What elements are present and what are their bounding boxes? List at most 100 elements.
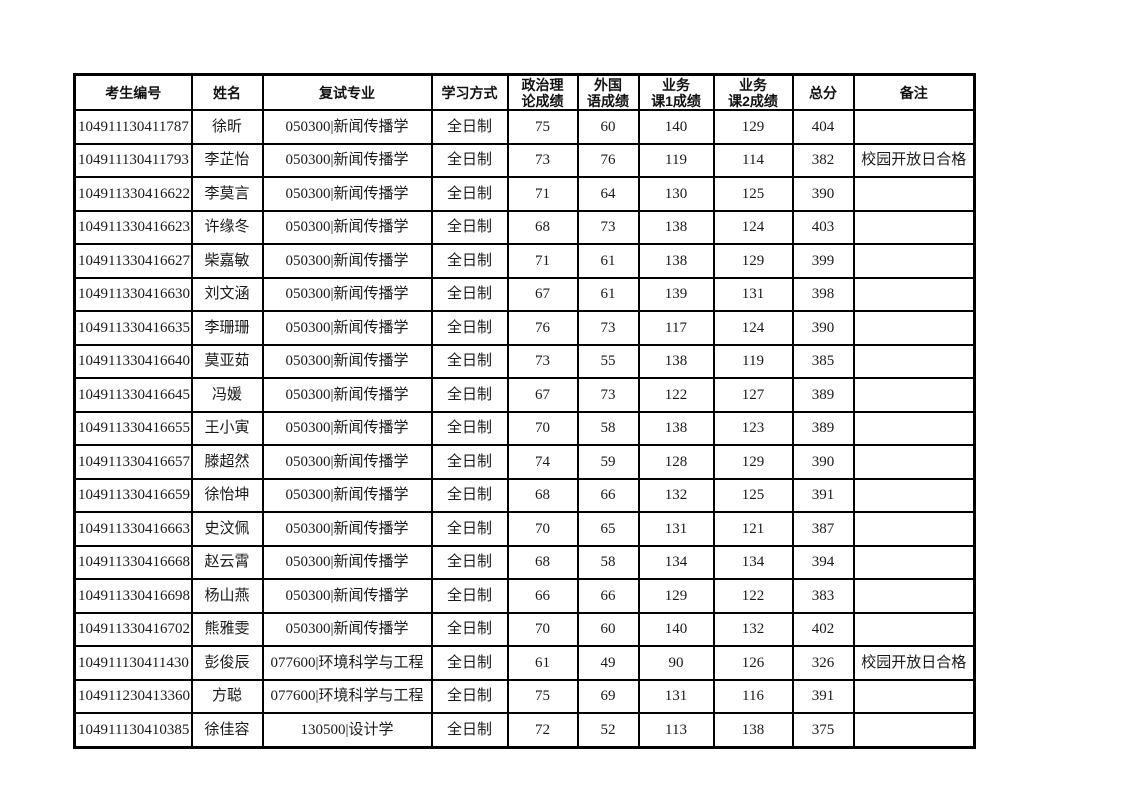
cell-course2-score: 119	[712, 343, 794, 379]
cell-foreign-lang-score: 64	[576, 176, 640, 212]
cell-course2-score: 126	[712, 645, 794, 681]
cell-remark	[852, 410, 976, 446]
cell-foreign-lang-score: 66	[576, 578, 640, 614]
cell-course2-score: 123	[712, 410, 794, 446]
cell-course1-score: 128	[637, 444, 715, 480]
cell-course2-score: 129	[712, 109, 794, 145]
cell-foreign-lang-score: 60	[576, 109, 640, 145]
cell-name: 滕超然	[190, 444, 264, 480]
table-row: 104911230413360 方聪 077600|环境科学与工程 全日制 75 69 13…	[73, 678, 976, 714]
cell-politics-score: 61	[506, 645, 579, 681]
cell-name: 李珊珊	[190, 310, 264, 346]
cell-retest-major: 050300|新闻传播学	[261, 377, 433, 413]
table-row: 104911330416659 徐怡坤 050300|新闻传播学 全日制 68 66 132…	[73, 477, 976, 513]
cell-course1-score: 140	[637, 109, 715, 145]
column-header-course1-score: 业务 课1成绩	[637, 73, 715, 111]
cell-course2-score: 131	[712, 276, 794, 312]
cell-total-score: 390	[791, 310, 855, 346]
cell-foreign-lang-score: 59	[576, 444, 640, 480]
table-row: 104911330416627 柴嘉敏 050300|新闻传播学 全日制 71 61 138…	[73, 243, 976, 279]
cell-politics-score: 68	[506, 209, 579, 245]
column-header-candidate-id: 考生编号	[73, 73, 193, 111]
cell-name: 徐怡坤	[190, 477, 264, 513]
cell-remark	[852, 444, 976, 480]
column-header-name: 姓名	[190, 73, 264, 111]
table-row: 104911330416663 史汶佩 050300|新闻传播学 全日制 70 65 131…	[73, 511, 976, 547]
cell-total-score: 375	[791, 712, 855, 748]
cell-retest-major: 050300|新闻传播学	[261, 310, 433, 346]
cell-candidate-id: 104911330416663	[73, 511, 193, 547]
cell-total-score: 391	[791, 477, 855, 513]
cell-remark: 校园开放日合格	[852, 142, 976, 178]
cell-course2-score: 114	[712, 142, 794, 178]
cell-candidate-id: 104911330416635	[73, 310, 193, 346]
cell-study-mode: 全日制	[430, 645, 509, 681]
cell-candidate-id: 104911130410385	[73, 712, 193, 748]
cell-politics-score: 71	[506, 176, 579, 212]
table-row: 104911130411430 彭俊辰 077600|环境科学与工程 全日制 61 49 9…	[73, 645, 976, 681]
cell-retest-major: 050300|新闻传播学	[261, 611, 433, 647]
cell-retest-major: 050300|新闻传播学	[261, 544, 433, 580]
cell-candidate-id: 104911130411793	[73, 142, 193, 178]
cell-total-score: 391	[791, 678, 855, 714]
cell-name: 徐昕	[190, 109, 264, 145]
cell-course1-score: 138	[637, 410, 715, 446]
cell-retest-major: 050300|新闻传播学	[261, 578, 433, 614]
cell-remark	[852, 578, 976, 614]
cell-course2-score: 129	[712, 444, 794, 480]
cell-study-mode: 全日制	[430, 410, 509, 446]
cell-remark	[852, 477, 976, 513]
cell-total-score: 402	[791, 611, 855, 647]
cell-politics-score: 74	[506, 444, 579, 480]
cell-course2-score: 121	[712, 511, 794, 547]
cell-name: 李芷怡	[190, 142, 264, 178]
cell-total-score: 389	[791, 410, 855, 446]
cell-study-mode: 全日制	[430, 578, 509, 614]
cell-foreign-lang-score: 65	[576, 511, 640, 547]
cell-study-mode: 全日制	[430, 477, 509, 513]
cell-retest-major: 050300|新闻传播学	[261, 243, 433, 279]
cell-name: 柴嘉敏	[190, 243, 264, 279]
table-row: 104911330416698 杨山燕 050300|新闻传播学 全日制 66 66 129…	[73, 578, 976, 614]
cell-course2-score: 116	[712, 678, 794, 714]
cell-retest-major: 050300|新闻传播学	[261, 410, 433, 446]
cell-total-score: 390	[791, 444, 855, 480]
cell-foreign-lang-score: 61	[576, 243, 640, 279]
cell-course1-score: 113	[637, 712, 715, 748]
cell-total-score: 326	[791, 645, 855, 681]
cell-politics-score: 70	[506, 511, 579, 547]
column-header-retest-major: 复试专业	[261, 73, 433, 111]
cell-candidate-id: 104911330416698	[73, 578, 193, 614]
table-row: 104911330416635 李珊珊 050300|新闻传播学 全日制 76 73 117…	[73, 310, 976, 346]
cell-remark	[852, 544, 976, 580]
cell-name: 史汶佩	[190, 511, 264, 547]
cell-course1-score: 119	[637, 142, 715, 178]
table-row: 104911330416668 赵云霄 050300|新闻传播学 全日制 68 58 134…	[73, 544, 976, 580]
cell-course1-score: 117	[637, 310, 715, 346]
cell-politics-score: 76	[506, 310, 579, 346]
cell-foreign-lang-score: 76	[576, 142, 640, 178]
cell-study-mode: 全日制	[430, 310, 509, 346]
cell-study-mode: 全日制	[430, 444, 509, 480]
cell-politics-score: 68	[506, 544, 579, 580]
cell-course2-score: 122	[712, 578, 794, 614]
cell-name: 许缘冬	[190, 209, 264, 245]
cell-retest-major: 050300|新闻传播学	[261, 343, 433, 379]
cell-retest-major: 130500|设计学	[261, 712, 433, 748]
cell-course2-score: 134	[712, 544, 794, 580]
cell-course1-score: 140	[637, 611, 715, 647]
cell-name: 徐佳容	[190, 712, 264, 748]
cell-politics-score: 70	[506, 410, 579, 446]
table-row: 104911130410385 徐佳容 130500|设计学 全日制 72 52 113 13…	[73, 712, 976, 748]
cell-retest-major: 050300|新闻传播学	[261, 176, 433, 212]
cell-course1-score: 138	[637, 343, 715, 379]
cell-study-mode: 全日制	[430, 511, 509, 547]
cell-course2-score: 138	[712, 712, 794, 748]
cell-total-score: 387	[791, 511, 855, 547]
cell-candidate-id: 104911130411787	[73, 109, 193, 145]
cell-study-mode: 全日制	[430, 611, 509, 647]
cell-politics-score: 68	[506, 477, 579, 513]
cell-course1-score: 131	[637, 678, 715, 714]
cell-foreign-lang-score: 55	[576, 343, 640, 379]
cell-remark	[852, 276, 976, 312]
